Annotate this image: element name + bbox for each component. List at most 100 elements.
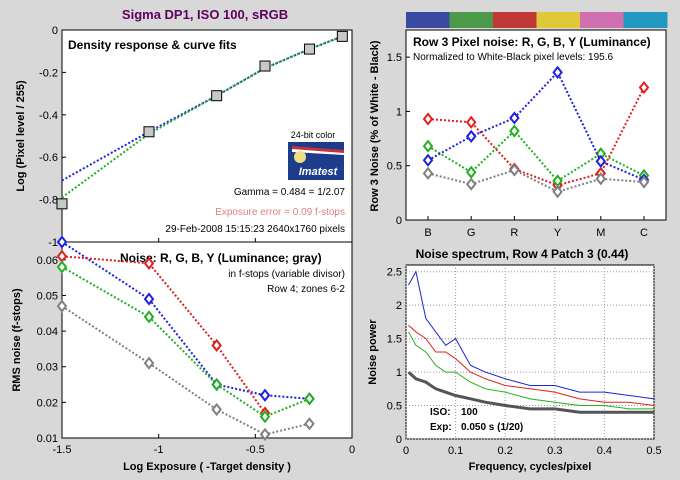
data-point: [304, 417, 315, 431]
color-swatch: [406, 12, 450, 28]
plot-area: [405, 29, 667, 221]
y-tick-label: -0.2: [39, 67, 58, 79]
data-point: [422, 166, 434, 180]
data-point: [259, 427, 271, 442]
iso-value: 100: [461, 407, 478, 418]
x-tick-label: -1: [154, 444, 164, 456]
rms-noise-chart: Noise: R, G, B, Y (Luminance; gray) in f…: [11, 235, 355, 473]
data-point: [259, 60, 271, 72]
data-point: [595, 154, 607, 168]
y-axis-label: Row 3 Noise (% of White - Black): [369, 40, 381, 211]
y-tick-label: -0.4: [39, 110, 58, 122]
noise-spectrum-chart: Noise spectrum, Row 4 Patch 3 (0.44) Noi…: [367, 247, 662, 473]
x-tick-label: 0.3: [547, 445, 562, 457]
y-tick-label: 0.5: [387, 161, 402, 173]
x-tick-label: R: [510, 227, 518, 239]
series-line: [408, 324, 655, 407]
data-point: [638, 175, 650, 189]
data-point: [259, 410, 271, 424]
data-point: [552, 185, 563, 199]
x-axis-label: Log Exposure ( -Target density ): [123, 461, 291, 473]
data-point: [56, 299, 68, 313]
chart-subtitle: in f-stops (variable divisor): [228, 269, 345, 280]
chart-subtitle: Normalized to White-Black pixel levels: …: [413, 52, 614, 63]
logo-sun: [294, 151, 306, 163]
series-line: [61, 255, 266, 414]
data-point: [509, 124, 520, 138]
y-axis-label: Log (Pixel level / 255): [15, 80, 27, 192]
series-line: [408, 331, 654, 410]
x-tick-label: 0.2: [498, 445, 513, 457]
date-text: 29-Feb-2008 15:15:23 2640x1760 pixels: [165, 224, 345, 235]
y-tick-label: 1: [396, 367, 402, 379]
chart-title: Density response & curve fits: [68, 38, 237, 52]
series-line: [408, 270, 655, 400]
y-tick-label: 0.5: [387, 401, 402, 413]
y-tick-label: 2: [396, 300, 402, 312]
data-point: [336, 30, 348, 42]
x-tick-label: 0.1: [448, 445, 463, 457]
data-point: [211, 90, 223, 102]
data-point: [143, 356, 155, 370]
iso-label: ISO:: [430, 407, 451, 418]
x-tick-label: Y: [554, 227, 562, 239]
x-tick-label: 0: [349, 444, 355, 456]
y-tick-label: 0: [396, 434, 402, 446]
y-tick-label: 0.05: [37, 290, 58, 302]
logo-stripe-white: [292, 149, 344, 155]
data-point: [465, 177, 477, 191]
data-point: [422, 112, 434, 126]
x-tick-label: 0.5: [646, 445, 661, 457]
logo-caption: 24-bit color: [291, 130, 336, 140]
chart-title: Noise spectrum, Row 4 Patch 3 (0.44): [416, 247, 629, 261]
color-swatch: [536, 12, 581, 28]
density-response-chart: Density response & curve fits Log (Pixel…: [15, 25, 353, 249]
y-axis-label: RMS noise (f-stops): [11, 288, 23, 392]
exposure-error-text: Exposure error = 0.09 f-stops: [215, 207, 345, 218]
data-point: [259, 388, 271, 402]
y-tick-label: 0: [396, 215, 402, 227]
y-axis-label: Noise power: [367, 319, 379, 385]
plot-area: [61, 241, 353, 439]
data-point: [465, 115, 477, 129]
data-point: [211, 402, 222, 417]
x-tick-label: B: [424, 227, 431, 239]
chart-title: Noise: R, G, B, Y (Luminance; gray): [120, 251, 322, 265]
y-tick-label: 1.5: [387, 52, 402, 64]
data-point: [211, 377, 222, 392]
data-point: [143, 256, 155, 270]
data-point: [303, 43, 315, 55]
series-line: [427, 87, 645, 187]
series-line: [427, 168, 645, 193]
logo-stripe-red: [292, 146, 344, 153]
y-tick-label: 0.03: [37, 362, 58, 374]
logo-text: Imatest: [299, 166, 339, 178]
data-point: [143, 292, 155, 306]
x-tick-label: C: [640, 227, 648, 239]
y-tick-label: 0.02: [37, 397, 58, 409]
series-line: [407, 370, 654, 414]
y-tick-label: 0: [52, 25, 58, 37]
color-bar: [406, 12, 668, 28]
data-point: [143, 126, 155, 138]
imatest-logo: 24-bit color Imatest: [288, 130, 344, 180]
data-point: [211, 338, 222, 352]
data-point: [422, 139, 434, 153]
chart-note: Row 4; zones 6-2: [267, 284, 345, 295]
fit-line: [61, 35, 343, 199]
gamma-text: Gamma = 0.484 = 1/2.07: [234, 187, 346, 198]
y-tick-label: 0.04: [37, 326, 58, 338]
series-line: [61, 305, 310, 436]
x-tick-label: 0.4: [597, 445, 612, 457]
series-line: [427, 70, 645, 181]
color-swatch: [580, 12, 624, 28]
data-point: [638, 80, 650, 95]
data-point: [143, 310, 155, 324]
data-point: [56, 260, 68, 274]
data-point: [465, 165, 477, 179]
data-point: [465, 129, 477, 144]
plot-area: [61, 29, 353, 243]
color-swatch: [623, 12, 668, 28]
data-point: [509, 163, 520, 177]
data-point: [304, 392, 315, 406]
